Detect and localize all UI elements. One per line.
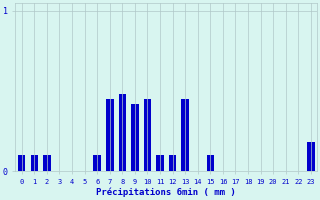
Bar: [18, 155, 26, 171]
Bar: [156, 155, 164, 171]
Bar: [30, 155, 38, 171]
Bar: [181, 99, 189, 171]
X-axis label: Précipitations 6min ( mm ): Précipitations 6min ( mm ): [96, 188, 236, 197]
Bar: [207, 155, 214, 171]
Bar: [169, 155, 176, 171]
Bar: [43, 155, 51, 171]
Bar: [93, 155, 101, 171]
Bar: [131, 104, 139, 171]
Bar: [118, 94, 126, 171]
Bar: [144, 99, 151, 171]
Bar: [307, 142, 315, 171]
Bar: [106, 99, 114, 171]
